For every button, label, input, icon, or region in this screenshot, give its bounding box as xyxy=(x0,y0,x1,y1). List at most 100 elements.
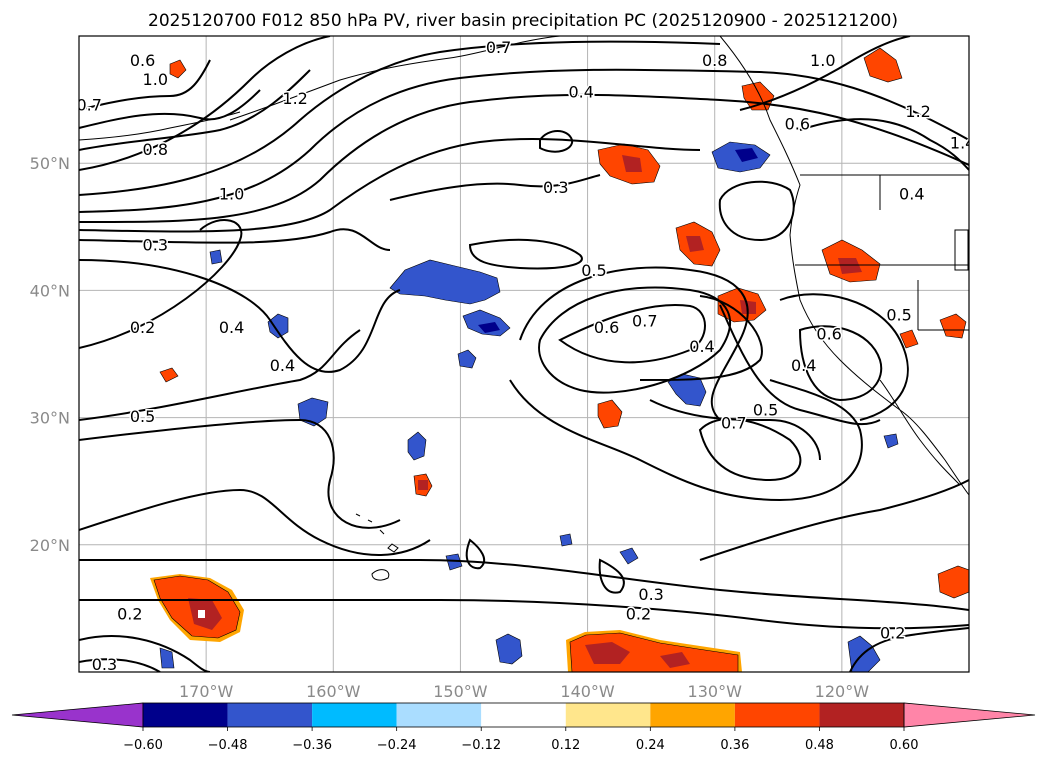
pv-contour xyxy=(79,93,969,224)
contour-label: 0.7 xyxy=(486,38,511,57)
contour-label: 0.3 xyxy=(143,235,168,254)
lon-tick-label: 170°W xyxy=(179,682,234,701)
precip-blob xyxy=(883,433,899,449)
contour-label: 0.2 xyxy=(626,604,651,623)
lat-tick-label: 20°N xyxy=(30,536,70,555)
contour-label: 0.4 xyxy=(219,318,244,337)
contour-label: 1.0 xyxy=(143,70,168,89)
pv-contour xyxy=(649,399,821,461)
precip-blob xyxy=(899,329,919,349)
map-frame xyxy=(78,35,970,673)
map-panel: 0.60.71.01.20.81.00.30.2 0.40.40.50.20.30… xyxy=(76,35,975,673)
pv-contour xyxy=(79,219,243,349)
pv-contour xyxy=(79,558,969,611)
colorbar-swatch xyxy=(734,703,820,727)
pv-contour xyxy=(79,59,211,111)
colorbar-swatch xyxy=(565,703,651,727)
precip-blob xyxy=(407,431,427,461)
hawaii-islands xyxy=(355,513,399,553)
contour-label: 1.0 xyxy=(810,51,835,70)
lat-tick-label: 40°N xyxy=(30,281,70,300)
pv-contour xyxy=(79,658,161,672)
lon-tick-label: 130°W xyxy=(688,682,743,701)
precip-blob xyxy=(559,533,573,547)
colorbar-swatch xyxy=(227,703,313,727)
contour-label: 0.5 xyxy=(886,305,911,324)
colorbar-frame xyxy=(142,702,905,728)
precip-blob xyxy=(660,652,690,668)
precip-blob xyxy=(445,553,463,571)
precip-blob xyxy=(686,236,704,252)
precip-blob xyxy=(159,367,179,383)
colorbar-swatch xyxy=(396,703,482,727)
pv-contour xyxy=(538,286,731,394)
contour-label: 0.6 xyxy=(816,324,841,343)
contour-label: 0.7 xyxy=(721,413,746,432)
precip-blob xyxy=(389,259,501,305)
colorbar-tick-label: −0.24 xyxy=(377,738,417,753)
precip-blob xyxy=(863,47,903,83)
colorbar-extend-low xyxy=(11,702,144,728)
pv-contour xyxy=(79,89,261,129)
precip-shading xyxy=(150,47,969,672)
precip-blob xyxy=(585,642,630,664)
colorbar-tick-label: 0.24 xyxy=(636,738,665,753)
contour-label: 0.5 xyxy=(581,261,606,280)
contour-label: 0.6 xyxy=(130,51,155,70)
coastline-baja xyxy=(879,379,961,486)
pv-contour xyxy=(79,40,721,196)
colorbar-swatch xyxy=(481,703,566,727)
pv-contour xyxy=(79,635,211,672)
colorbar: −0.60 −0.48 −0.36 −0.24 −0.12 0.12 0.24 0.36 0.4… xyxy=(11,702,1036,753)
pv-contour xyxy=(465,538,486,570)
colorbar-tick-label: −0.36 xyxy=(292,738,332,753)
contour-label: 1.0 xyxy=(219,185,244,204)
border-line xyxy=(795,174,969,331)
pv-contour xyxy=(509,379,863,502)
coastline-aleutians xyxy=(79,111,241,141)
contour-label: 1.4 xyxy=(950,134,975,153)
contour-label: 0.4 xyxy=(791,356,816,375)
pv-contour xyxy=(519,266,749,421)
contour-label: 0.7 xyxy=(76,95,101,114)
pv-contour xyxy=(79,598,969,630)
colorbar-extend-high xyxy=(903,702,1036,728)
contour-label: 0.8 xyxy=(702,51,727,70)
precip-blob xyxy=(619,547,639,565)
pv-contour xyxy=(79,137,701,233)
colorbar-swatch xyxy=(312,703,397,727)
contour-label: 0.5 xyxy=(753,401,778,420)
contour-label: 0.4 xyxy=(568,83,593,102)
pv-contour xyxy=(79,488,431,556)
pv-contour xyxy=(79,259,401,373)
precip-blob xyxy=(667,373,707,407)
colorbar-tick-label: −0.12 xyxy=(461,738,501,753)
contour-label: 0.4 xyxy=(689,337,714,356)
contour-label: 0.2 xyxy=(130,318,155,337)
precip-blob xyxy=(159,647,175,669)
colorbar-tick-label: 0.48 xyxy=(805,738,834,753)
colorbar-swatch xyxy=(819,703,904,727)
colorbar-tick-label: 0.12 xyxy=(551,738,580,753)
pv-contour xyxy=(639,295,763,381)
pv-contours xyxy=(79,36,969,672)
pv-contour xyxy=(779,293,909,421)
pv-contour xyxy=(799,118,969,171)
lat-tick-label: 30°N xyxy=(30,409,70,428)
pv-contour xyxy=(718,180,795,242)
precip-blob xyxy=(457,349,477,369)
pv-contour xyxy=(79,68,969,213)
pv-contour xyxy=(598,558,625,594)
contour-label: 0.5 xyxy=(130,407,155,426)
colorbar-tick-label: 0.60 xyxy=(890,738,919,753)
pv-contour xyxy=(468,238,583,270)
lon-tick-label: 140°W xyxy=(560,682,615,701)
pv-contour xyxy=(79,329,361,421)
pv-contour xyxy=(79,69,311,151)
figure-title: 2025120700 F012 850 hPa PV, river basin … xyxy=(148,11,898,31)
precip-blob xyxy=(937,565,969,599)
pv-contour xyxy=(79,228,391,251)
contour-label: 0.2 xyxy=(117,604,142,623)
contour-label: 0.4 xyxy=(899,185,924,204)
